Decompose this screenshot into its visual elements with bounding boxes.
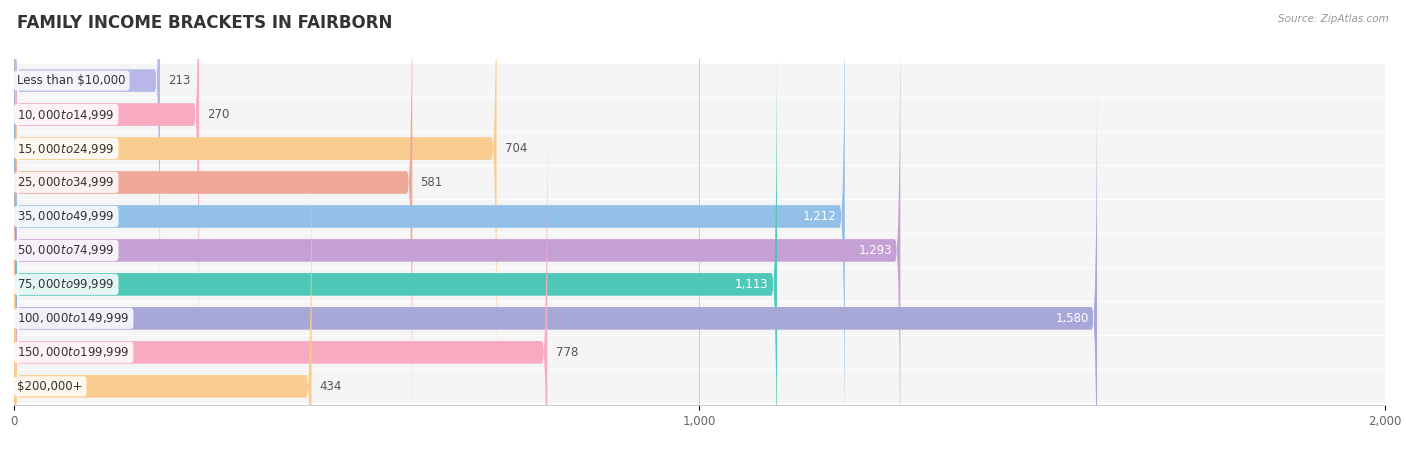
FancyBboxPatch shape bbox=[14, 92, 547, 450]
Text: FAMILY INCOME BRACKETS IN FAIRBORN: FAMILY INCOME BRACKETS IN FAIRBORN bbox=[17, 14, 392, 32]
FancyBboxPatch shape bbox=[14, 0, 900, 450]
Text: $50,000 to $74,999: $50,000 to $74,999 bbox=[17, 243, 115, 257]
Text: 704: 704 bbox=[505, 142, 527, 155]
Text: 270: 270 bbox=[207, 108, 229, 121]
Bar bbox=[14, 302, 1385, 335]
Text: 581: 581 bbox=[420, 176, 443, 189]
Text: $35,000 to $49,999: $35,000 to $49,999 bbox=[17, 209, 115, 224]
Text: $150,000 to $199,999: $150,000 to $199,999 bbox=[17, 345, 129, 360]
Text: $200,000+: $200,000+ bbox=[17, 380, 83, 393]
Text: $100,000 to $149,999: $100,000 to $149,999 bbox=[17, 311, 129, 325]
Text: Source: ZipAtlas.com: Source: ZipAtlas.com bbox=[1278, 14, 1389, 23]
Text: 434: 434 bbox=[319, 380, 342, 393]
Text: $25,000 to $34,999: $25,000 to $34,999 bbox=[17, 176, 115, 189]
Bar bbox=[14, 336, 1385, 369]
Bar bbox=[14, 64, 1385, 97]
Text: Less than $10,000: Less than $10,000 bbox=[17, 74, 127, 87]
FancyBboxPatch shape bbox=[14, 0, 496, 409]
Text: $75,000 to $99,999: $75,000 to $99,999 bbox=[17, 277, 115, 292]
Bar bbox=[14, 268, 1385, 301]
Text: $15,000 to $24,999: $15,000 to $24,999 bbox=[17, 141, 115, 156]
Text: $10,000 to $14,999: $10,000 to $14,999 bbox=[17, 108, 115, 122]
Text: 1,113: 1,113 bbox=[735, 278, 769, 291]
FancyBboxPatch shape bbox=[14, 58, 1097, 450]
Text: 1,293: 1,293 bbox=[859, 244, 891, 257]
FancyBboxPatch shape bbox=[14, 0, 845, 450]
FancyBboxPatch shape bbox=[14, 0, 412, 443]
Bar bbox=[14, 200, 1385, 233]
Bar bbox=[14, 369, 1385, 403]
FancyBboxPatch shape bbox=[14, 0, 200, 375]
Bar bbox=[14, 132, 1385, 165]
Text: 778: 778 bbox=[555, 346, 578, 359]
Text: 1,212: 1,212 bbox=[803, 210, 837, 223]
FancyBboxPatch shape bbox=[14, 0, 160, 341]
Bar bbox=[14, 98, 1385, 131]
FancyBboxPatch shape bbox=[14, 24, 778, 450]
Bar bbox=[14, 234, 1385, 267]
Text: 1,580: 1,580 bbox=[1056, 312, 1088, 325]
FancyBboxPatch shape bbox=[14, 126, 312, 450]
Bar bbox=[14, 166, 1385, 199]
Text: 213: 213 bbox=[169, 74, 191, 87]
